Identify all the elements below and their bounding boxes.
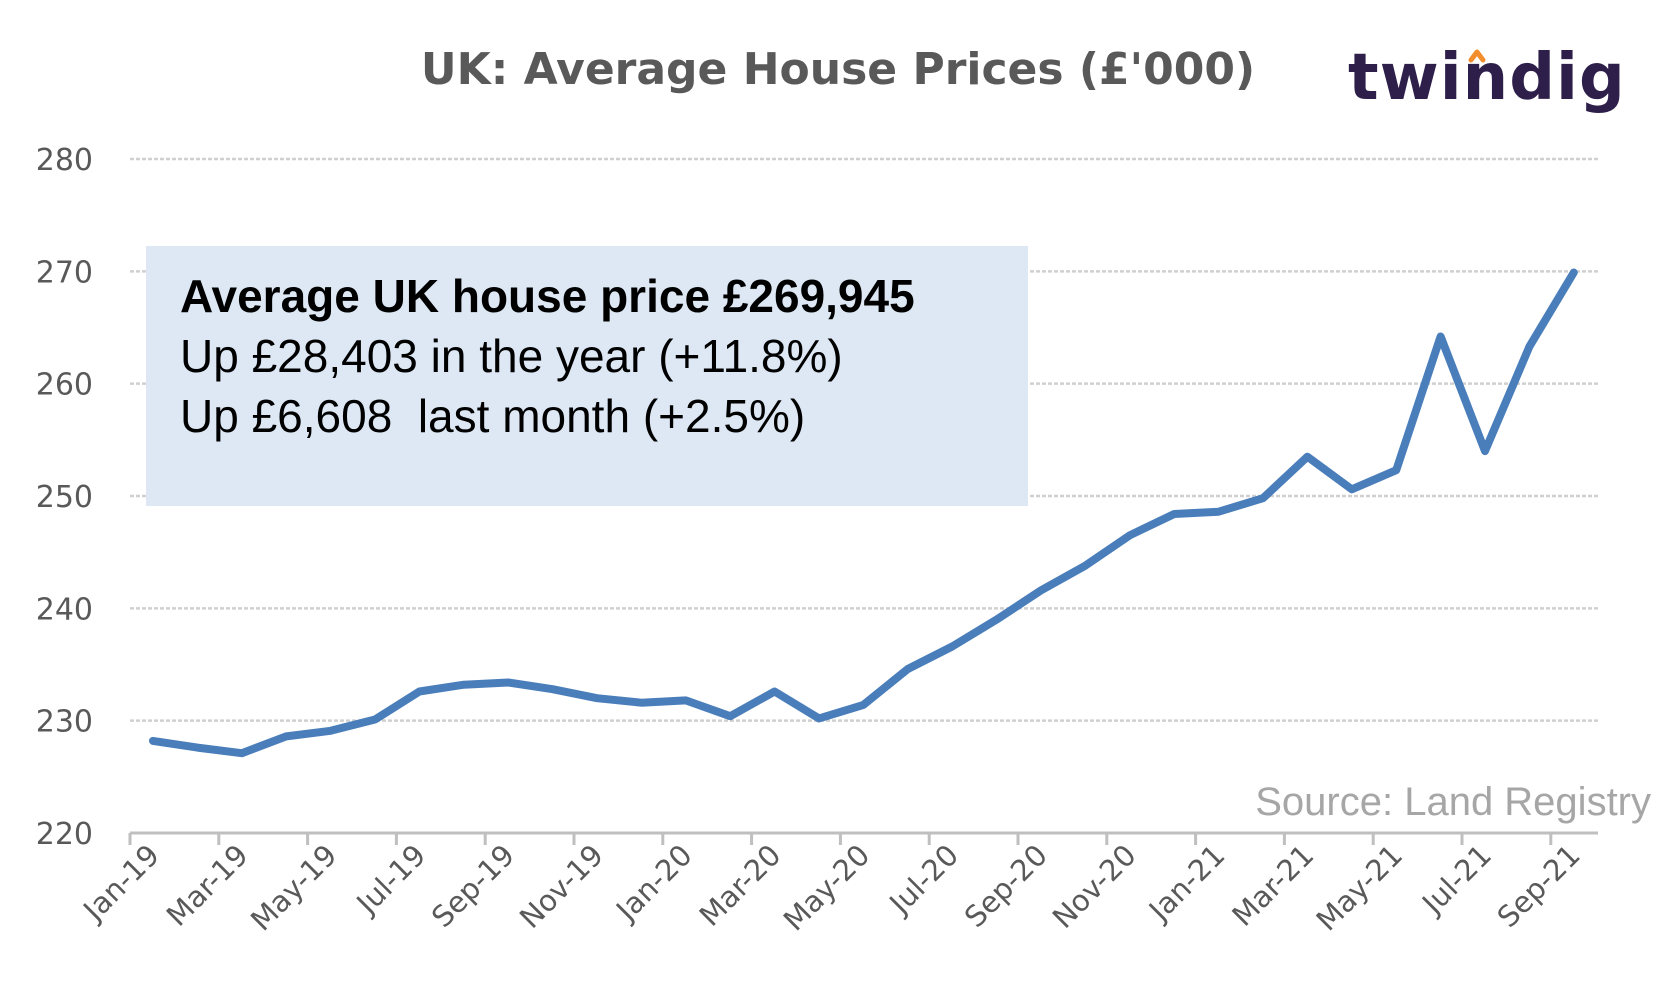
x-tick-label-Jul-21: Jul-21 <box>1414 838 1498 922</box>
y-tick-label-280: 280 <box>36 143 93 178</box>
x-tick-label-Mar-21: Mar-21 <box>1225 838 1320 933</box>
logo-accent <box>1468 49 1486 63</box>
x-tick-label-May-21: May-21 <box>1310 838 1410 938</box>
y-axis-tick-labels: 220 230 240 250 260 270 280 <box>36 143 93 852</box>
annotation-headline: Average UK house price £269,945 <box>180 270 915 322</box>
x-tick-label-Sep-19: Sep-19 <box>425 838 521 934</box>
x-tick-label-Jan-20: Jan-20 <box>608 838 699 929</box>
y-tick-label-230: 230 <box>36 705 93 740</box>
y-tick-label-220: 220 <box>36 817 93 852</box>
y-tick-label-250: 250 <box>36 480 93 515</box>
y-tick-label-270: 270 <box>36 255 93 290</box>
source-note: Source: Land Registry <box>1255 780 1651 824</box>
chart-title: UK: Average House Prices (£'000) <box>421 44 1255 95</box>
x-tick-label-Jul-19: Jul-19 <box>349 838 433 922</box>
series-group <box>149 268 1578 758</box>
x-tick-label-Sep-21: Sep-21 <box>1491 838 1587 934</box>
x-tick-label-May-20: May-20 <box>777 838 877 938</box>
x-tick-label-May-19: May-19 <box>244 838 344 938</box>
x-tick-label-Jan-21: Jan-21 <box>1141 838 1232 929</box>
twindig-logo: twindig <box>1348 41 1626 115</box>
annotation-year-change: Up £28,403 in the year (+11.8%) <box>180 330 843 382</box>
y-tick-label-240: 240 <box>36 592 93 627</box>
x-tick-label-Mar-20: Mar-20 <box>693 838 788 933</box>
svg-text:twindig: twindig <box>1348 41 1626 115</box>
x-axis-tickmarks <box>128 833 1553 845</box>
x-tick-label-Jul-20: Jul-20 <box>881 838 965 922</box>
x-tick-label-Mar-19: Mar-19 <box>160 838 255 933</box>
annotation-month-change: Up £6,608 last month (+2.5%) <box>180 390 805 442</box>
x-tick-label-Nov-20: Nov-20 <box>1046 838 1143 935</box>
x-tick-label-Sep-20: Sep-20 <box>958 838 1054 934</box>
x-tick-label-Nov-19: Nov-19 <box>513 838 610 935</box>
y-tick-label-260: 260 <box>36 368 93 403</box>
annotation-box <box>146 246 1028 506</box>
